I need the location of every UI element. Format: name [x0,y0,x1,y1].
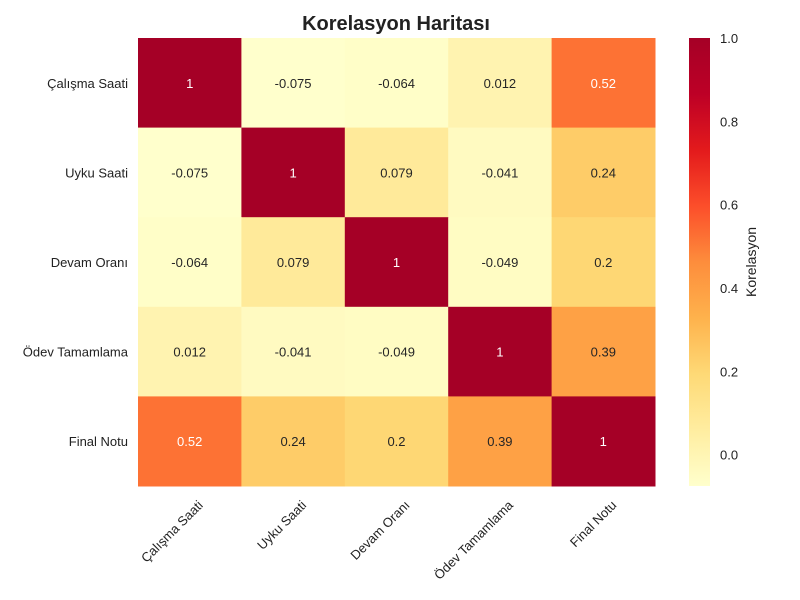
colorbar-tick-label: 0.4 [720,281,738,296]
cell-value-label: 0.52 [177,434,202,449]
cell-value-label: -0.064 [171,255,208,270]
heatmap-cell [448,38,553,129]
heatmap-cell [448,306,553,397]
cell-value-label: 0.24 [280,434,305,449]
x-tick-label: Devam Oranı [347,498,412,563]
cell-value-label: -0.049 [481,255,518,270]
colorbar [689,38,710,486]
y-axis-ticks: Çalışma Saati Uyku Saati Devam Oranı Ödev T… [23,76,129,449]
cell-value-label: 0.39 [591,345,616,360]
colorbar-tick-label: 1.0 [720,31,738,46]
heatmap-cell [241,38,346,129]
cell-value-label: -0.075 [275,76,312,91]
heatmap-cell [551,217,656,308]
heatmap-cell [551,38,656,129]
heatmap-cell [344,217,449,308]
heatmap-cell [448,396,553,487]
y-tick-label: Devam Oranı [51,255,128,270]
x-tick-label: Çalışma Saati [138,497,206,565]
colorbar-tick-label: 0.0 [720,448,738,463]
heatmap-cell [138,217,242,308]
heatmap-cell [448,127,553,218]
cell-value-label: -0.041 [275,345,312,360]
y-tick-label: Final Notu [69,434,128,449]
heatmap-cell [551,306,656,397]
heatmap-cell [241,217,346,308]
heatmap-cell [138,306,242,397]
cell-value-label: 1 [600,434,607,449]
cell-value-label: -0.064 [378,76,415,91]
cell-value-label: 1 [186,76,193,91]
y-tick-label: Uyku Saati [65,165,128,180]
y-tick-label: Ödev Tamamlama [23,345,129,360]
cell-value-label: 0.52 [591,76,616,91]
cell-value-label: 0.2 [387,434,405,449]
heatmap-cells [138,38,656,487]
heatmap-cell [241,306,346,397]
cell-value-label: 1 [289,165,296,180]
chart-title: Korelasyon Haritası [302,13,490,35]
x-tick-label: Uyku Saati [254,497,309,552]
cell-value-label: 1 [496,345,503,360]
cell-value-label: 0.39 [487,434,512,449]
heatmap-cell [241,396,346,487]
x-tick-label: Ödev Tamamlama [431,497,517,583]
cell-value-label: 0.2 [594,255,612,270]
heatmap-cell [344,38,449,129]
heatmap-cell [344,396,449,487]
heatmap-cell [138,396,242,487]
cell-value-label: -0.075 [171,165,208,180]
heatmap-cell [138,127,242,218]
heatmap-cell [344,127,449,218]
heatmap-cell [344,306,449,397]
heatmap-cell-labels: 1 -0.075 -0.064 0.012 0.52 -0.075 1 0.079 -0.041… [171,76,616,449]
cell-value-label: 0.012 [173,345,206,360]
cell-value-label: 0.24 [591,165,616,180]
cell-value-label: 0.079 [277,255,310,270]
y-tick-label: Çalışma Saati [47,76,128,91]
colorbar-ticks: 0.0 0.2 0.4 0.6 0.8 1.0 [720,31,738,463]
heatmap-cell [551,127,656,218]
cell-value-label: -0.041 [481,165,518,180]
cell-value-label: -0.049 [378,345,415,360]
x-tick-label: Final Notu [567,498,620,551]
colorbar-tick-label: 0.2 [720,364,738,379]
heatmap-cell [138,38,242,129]
colorbar-tick-label: 0.6 [720,198,738,213]
colorbar-label: Korelasyon [743,227,759,297]
x-axis-ticks: Çalışma Saati Uyku Saati Devam Oranı Ödev T… [138,497,619,583]
cell-value-label: 0.012 [484,76,517,91]
heatmap-cell [551,396,656,487]
heatmap-cell [448,217,553,308]
cell-value-label: 1 [393,255,400,270]
heatmap-cell [241,127,346,218]
cell-value-label: 0.079 [380,165,413,180]
colorbar-tick-label: 0.8 [720,114,738,129]
